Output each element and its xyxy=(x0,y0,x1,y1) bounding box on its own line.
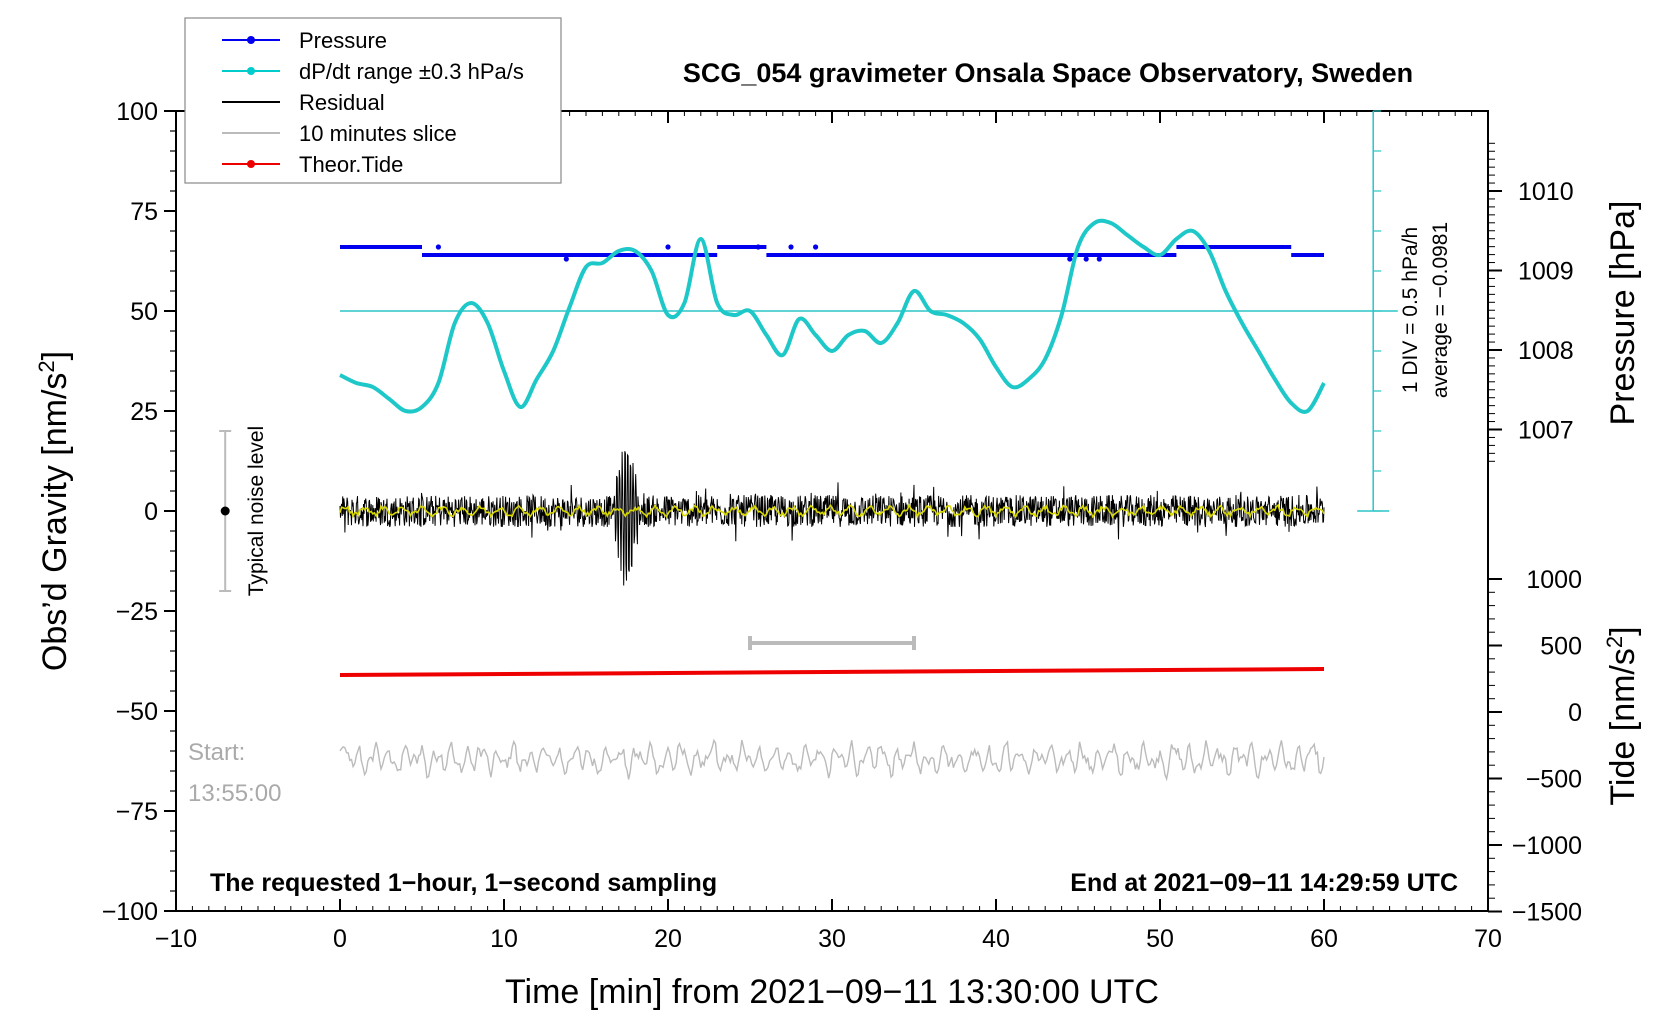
legend-label: Residual xyxy=(299,90,385,115)
start-time: 13:55:00 xyxy=(188,780,281,807)
chart-title: SCG_054 gravimeter Onsala Space Observat… xyxy=(683,58,1413,88)
pressure-point xyxy=(1083,256,1089,262)
tide-tick-label: −1000 xyxy=(1512,832,1582,860)
dpdt-line xyxy=(339,218,1326,414)
dpdt-series xyxy=(339,218,1326,414)
bottom-right-note: End at 2021−09−11 14:29:59 UTC xyxy=(1070,869,1458,897)
pressure-point xyxy=(563,256,569,262)
tide-series xyxy=(339,667,1325,677)
residual-series xyxy=(339,451,1325,586)
legend: Pressure dP/dt range ±0.3 hPa/s Residual 10… xyxy=(184,17,562,184)
y-tick-label: −50 xyxy=(116,698,158,726)
tide-axis-label: Tide [nm/s2] xyxy=(1602,626,1642,805)
pressure-point xyxy=(1067,256,1073,262)
pressure-rate-scale-bar xyxy=(1357,110,1390,512)
pressure-tick-label: 1009 xyxy=(1518,258,1574,286)
y-axis: 100 75 50 25 0 −25 −50 −75 −100 xyxy=(102,98,176,926)
tide-axis: 1000 500 0 −500 −1000 −1500 xyxy=(1488,566,1582,927)
y-tick-label: 25 xyxy=(130,398,158,426)
pressure-point xyxy=(813,244,819,250)
tide-tick-label: −1500 xyxy=(1512,899,1582,927)
legend-label: 10 minutes slice xyxy=(299,121,457,146)
legend-box xyxy=(184,17,562,184)
y-tick-label: −100 xyxy=(102,898,158,926)
y-axis-label: Obs’d Gravity [nm/s2] xyxy=(34,351,74,671)
start-label: Start: xyxy=(188,739,245,766)
tide-tick-label: −500 xyxy=(1526,766,1582,794)
pressure-axis-label: Pressure [hPa] xyxy=(1604,201,1642,426)
noise-center-dot xyxy=(220,506,230,516)
pressure-tick-label: 1008 xyxy=(1518,337,1574,365)
x-tick-label: 40 xyxy=(982,925,1010,953)
pressure-tick-label: 1007 xyxy=(1518,417,1574,445)
legend-marker xyxy=(247,67,255,75)
y-tick-label: −75 xyxy=(116,798,158,826)
tide-line xyxy=(339,667,1325,677)
pressure-point xyxy=(755,244,761,250)
x-tick-label: 10 xyxy=(490,925,518,953)
x-tick-label: 50 xyxy=(1146,925,1174,953)
y-tick-label: 75 xyxy=(130,198,158,226)
bottom-left-note: The requested 1−hour, 1−second sampling xyxy=(210,869,717,897)
tide-tick-label: 0 xyxy=(1568,699,1582,727)
y-tick-label: −25 xyxy=(116,598,158,626)
smoothed-residual-line xyxy=(339,502,1325,520)
y-tick-label: 50 xyxy=(130,298,158,326)
y-tick-label: 100 xyxy=(116,98,158,126)
legend-label: dP/dt range ±0.3 hPa/s xyxy=(299,59,524,84)
residual-line xyxy=(339,451,1325,586)
pressure-point xyxy=(1096,256,1102,262)
y-tick-label: 0 xyxy=(144,498,158,526)
x-tick-label: 30 xyxy=(818,925,846,953)
legend-marker xyxy=(247,36,255,44)
pressure-axis: 1007 1008 1009 1010 xyxy=(1488,142,1574,462)
legend-label: Theor.Tide xyxy=(299,152,403,177)
x-tick-label: 60 xyxy=(1310,925,1338,953)
slice-line xyxy=(339,738,1325,782)
x-tick-label: 20 xyxy=(654,925,682,953)
noise-level-indicator xyxy=(219,430,232,592)
tide-tick-label: 1000 xyxy=(1526,566,1582,594)
div-label: 1 DIV = 0.5 hPa/h xyxy=(1399,227,1422,393)
x-axis: −10 0 10 20 30 40 50 60 70 xyxy=(155,111,1502,953)
pressure-point xyxy=(788,244,794,250)
pressure-series xyxy=(340,244,1324,262)
legend-label: Pressure xyxy=(299,28,387,53)
pressure-point xyxy=(665,244,671,250)
pressure-point xyxy=(435,244,441,250)
tide-tick-label: 500 xyxy=(1540,633,1582,661)
legend-marker xyxy=(247,160,255,168)
average-label: average = −0.0981 xyxy=(1429,222,1452,398)
slice-series xyxy=(339,738,1325,782)
x-axis-label: Time [min] from 2021−09−11 13:30:00 UTC xyxy=(505,973,1159,1011)
slice-range-marker xyxy=(748,636,916,650)
pressure-tick-label: 1010 xyxy=(1518,178,1574,206)
x-tick-label: −10 xyxy=(155,925,197,953)
x-tick-label: 0 xyxy=(333,925,347,953)
noise-level-label: Typical noise level xyxy=(245,426,268,596)
x-tick-label: 70 xyxy=(1474,925,1502,953)
